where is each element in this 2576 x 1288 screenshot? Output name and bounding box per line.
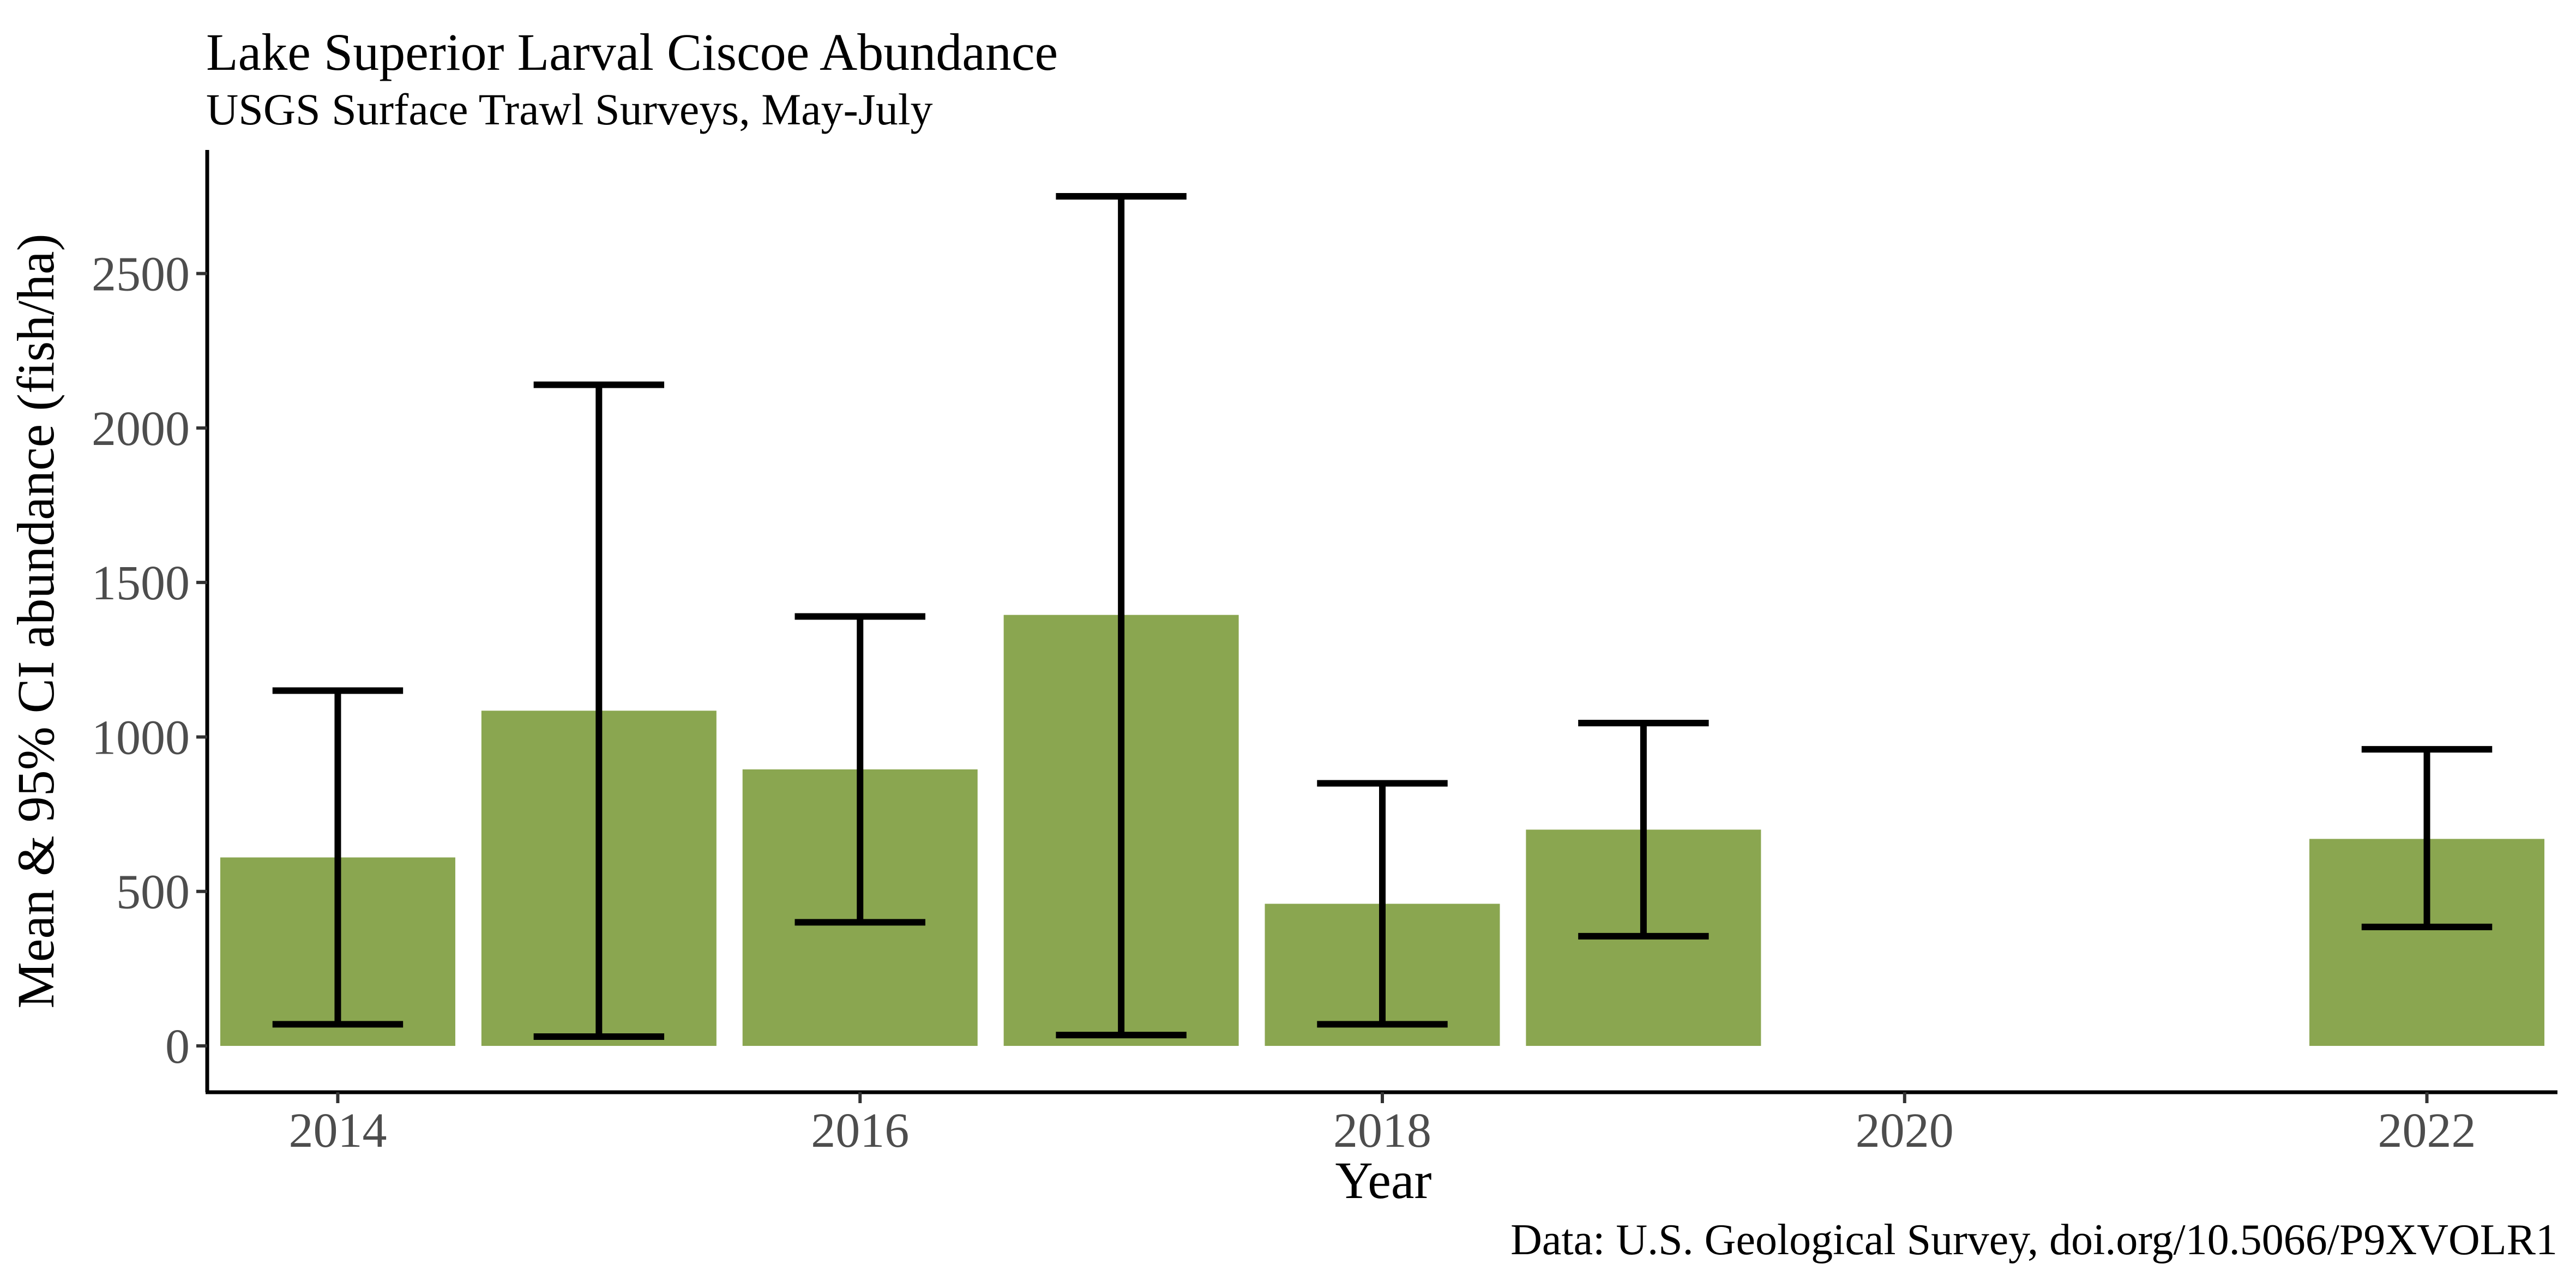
errorbar-2022 (2361, 746, 2493, 930)
chart-subtitle: USGS Surface Trawl Surveys, May-July (206, 85, 933, 134)
x-tick-label-2018: 2018 (1333, 1104, 1431, 1158)
x-tick-label-2020: 2020 (1856, 1104, 1954, 1158)
errorbar-2017 (1056, 192, 1187, 1039)
y-tick-label-2000: 2000 (92, 402, 190, 456)
x-axis-title: Year (1335, 1151, 1432, 1209)
chart-title: Lake Superior Larval Ciscoe Abundance (206, 23, 1058, 81)
errorbar-2019 (1578, 719, 1709, 940)
x-ticks-layer: 2014 2016 2018 2020 2022 (288, 1092, 2476, 1158)
x-tick-label-2022: 2022 (2378, 1104, 2476, 1158)
y-tick-label-1500: 1500 (92, 556, 190, 610)
y-tick-label-2500: 2500 (92, 248, 190, 302)
y-tick-label-500: 500 (116, 865, 190, 919)
errorbars-layer (272, 192, 2493, 1040)
errorbar-2015 (533, 381, 665, 1040)
y-tick-label-0: 0 (165, 1020, 190, 1074)
y-ticks-layer: 0 500 1000 1500 2000 2500 (92, 248, 207, 1074)
y-tick-label-1000: 1000 (92, 711, 190, 765)
x-tick-label-2016: 2016 (811, 1104, 909, 1158)
errorbar-2014 (272, 687, 404, 1028)
data-source-caption: Data: U.S. Geological Survey, doi.org/10… (1510, 1216, 2557, 1264)
errorbar-2018 (1317, 780, 1448, 1028)
errorbar-2016 (795, 613, 925, 926)
y-axis-title: Mean & 95% CI abundance (fish/ha) (7, 234, 65, 1009)
x-tick-label-2014: 2014 (288, 1104, 387, 1158)
